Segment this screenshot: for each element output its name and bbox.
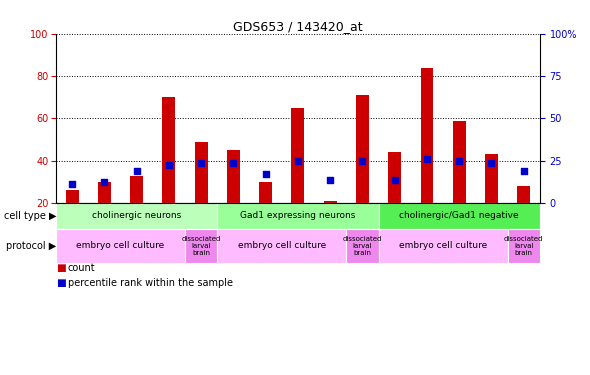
Point bbox=[487, 160, 496, 166]
Bar bbox=[130, 176, 143, 203]
Text: count: count bbox=[68, 263, 96, 273]
Point bbox=[454, 158, 464, 164]
Point bbox=[293, 158, 303, 164]
Bar bbox=[185, 229, 217, 262]
Bar bbox=[217, 229, 346, 262]
Point bbox=[326, 177, 335, 183]
Bar bbox=[379, 229, 507, 262]
Bar bbox=[227, 150, 240, 203]
Text: dissociated
larval
brain: dissociated larval brain bbox=[504, 236, 543, 255]
Point bbox=[422, 156, 432, 162]
Bar bbox=[217, 203, 379, 229]
Text: cholinergic neurons: cholinergic neurons bbox=[92, 211, 181, 220]
Bar bbox=[388, 152, 401, 203]
Bar bbox=[98, 182, 111, 203]
Bar bbox=[507, 229, 540, 262]
Text: percentile rank within the sample: percentile rank within the sample bbox=[68, 278, 233, 288]
Bar bbox=[65, 190, 78, 203]
Bar bbox=[291, 108, 304, 203]
Point bbox=[196, 160, 206, 166]
Point bbox=[164, 162, 173, 168]
Point bbox=[261, 171, 270, 177]
Bar bbox=[346, 229, 379, 262]
Bar bbox=[356, 95, 369, 203]
Point bbox=[229, 160, 238, 166]
Bar bbox=[453, 121, 466, 203]
Bar bbox=[259, 182, 272, 203]
Text: embryo cell culture: embryo cell culture bbox=[238, 241, 326, 250]
Bar bbox=[379, 203, 540, 229]
Point bbox=[519, 168, 529, 174]
Point bbox=[100, 179, 109, 185]
Bar bbox=[195, 142, 208, 203]
Text: cholinergic/Gad1 negative: cholinergic/Gad1 negative bbox=[399, 211, 519, 220]
Text: dissociated
larval
brain: dissociated larval brain bbox=[182, 236, 221, 255]
Bar bbox=[517, 186, 530, 203]
Bar bbox=[162, 97, 175, 203]
Text: cell type ▶: cell type ▶ bbox=[4, 211, 57, 221]
Point bbox=[390, 177, 399, 183]
Point bbox=[358, 158, 367, 164]
Text: Gad1 expressing neurons: Gad1 expressing neurons bbox=[240, 211, 356, 220]
Text: ■: ■ bbox=[56, 278, 66, 288]
Text: dissociated
larval
brain: dissociated larval brain bbox=[343, 236, 382, 255]
Text: embryo cell culture: embryo cell culture bbox=[77, 241, 165, 250]
Bar bbox=[56, 229, 185, 262]
Bar bbox=[421, 68, 434, 203]
Text: protocol ▶: protocol ▶ bbox=[6, 240, 57, 250]
Point bbox=[67, 181, 77, 187]
Bar bbox=[485, 154, 498, 203]
Bar bbox=[56, 203, 217, 229]
Point bbox=[132, 168, 142, 174]
Bar bbox=[324, 201, 337, 203]
Text: ■: ■ bbox=[56, 263, 66, 273]
Text: embryo cell culture: embryo cell culture bbox=[399, 241, 487, 250]
Title: GDS653 / 143420_at: GDS653 / 143420_at bbox=[233, 20, 363, 33]
